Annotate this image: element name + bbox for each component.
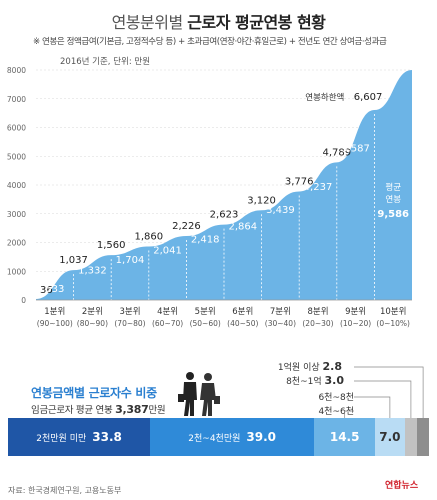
average-value-label: 2,864 xyxy=(228,222,257,233)
share-callout-value: 2.8 xyxy=(322,360,343,373)
chart-title: 연봉분위별 근로자 평균연봉 현황 xyxy=(0,9,437,33)
share-segment xyxy=(404,418,418,456)
share-sub-value: 3,387 xyxy=(115,403,149,416)
x-tick-label: 2분위 xyxy=(82,307,103,317)
x-tick-label: 5분위 xyxy=(195,307,216,317)
share-segment: 2천만원 미만 33.8 xyxy=(8,418,151,456)
chart-basis: 2016년 기준, 단위: 만원 xyxy=(60,57,151,67)
share-segment: 7.0 xyxy=(375,418,405,456)
x-tick-range: (30~40) xyxy=(265,319,296,328)
x-tick-label: 9분위 xyxy=(345,307,366,317)
x-tick-range: (70~80) xyxy=(114,319,145,328)
share-callout-label: 8천~1억 xyxy=(286,377,325,387)
share-title: 연봉금액별 근로자수 비중 xyxy=(31,386,157,400)
upper-limit-label: 4,789 xyxy=(322,147,351,158)
share-sub-suffix: 만원 xyxy=(148,405,166,416)
average-value-label: 2,041 xyxy=(153,245,182,256)
upper-limit-label: 1,860 xyxy=(134,232,163,243)
title-part2: 근로자 평균연봉 현황 xyxy=(187,13,326,32)
x-tick-label: 1분위 xyxy=(44,307,65,317)
x-tick-label: 8분위 xyxy=(307,307,328,317)
x-tick-label: 7분위 xyxy=(270,307,291,317)
share-callout: 1억원 이상 2.8 xyxy=(278,360,342,373)
y-tick-label: 1000 xyxy=(7,267,26,276)
salary-area-chart: 0 1000 2000 3000 4000 5000 6000 7000 8000 36 1,037… xyxy=(7,66,412,328)
x-tick-range: (10~20) xyxy=(340,319,371,328)
average-value-label: 633 xyxy=(45,284,64,295)
upper-limit-label: 1,037 xyxy=(59,255,88,266)
share-callout-value: 3.0 xyxy=(324,374,345,387)
x-tick-range: (0~10%) xyxy=(376,319,410,328)
share-segment: 14.5 xyxy=(314,418,376,456)
callout-line xyxy=(354,396,391,418)
upper-limit-label: 3,120 xyxy=(247,195,276,206)
share-callout-label: 4천~6천 xyxy=(318,407,354,417)
share-segment: 2천~4천만원 39.0 xyxy=(150,418,315,456)
share-segment-label: 2천만원 미만 xyxy=(36,433,87,444)
x-tick-range: (90~100) xyxy=(37,319,73,328)
average-value-label: 9,586 xyxy=(377,209,409,220)
title-part1: 연봉분위별 xyxy=(111,13,184,32)
share-callout: 4천~6천 xyxy=(318,404,354,417)
x-tick-range: (60~70) xyxy=(152,319,183,328)
upper-limit-label: 3,776 xyxy=(285,176,314,187)
y-tick-label: 0 xyxy=(21,296,26,305)
share-segment-value: 33.8 xyxy=(92,430,122,444)
share-segment-value: 14.5 xyxy=(329,430,360,444)
share-callout-label: 6천~8천 xyxy=(318,393,354,403)
salary-definition-note: ※ 연봉은 정액급여(기본급, 고정적수당 등) + 초과급여(연장·야간·휴일… xyxy=(33,37,387,47)
average-value-label: 2,418 xyxy=(191,234,220,245)
share-callout-label: 1억원 이상 xyxy=(277,363,323,373)
average-annotation: 평균 xyxy=(385,182,401,193)
y-tick-label: 8000 xyxy=(7,66,26,75)
upper-limit-label: 2,226 xyxy=(172,221,201,232)
workers-silhouette-icon xyxy=(178,372,220,416)
x-tick-range: (20~30) xyxy=(302,319,333,328)
x-tick-range: (40~50) xyxy=(227,319,258,328)
callout-line xyxy=(354,380,412,418)
y-tick-label: 7000 xyxy=(7,95,26,104)
upper-limit-label: 6,607 xyxy=(354,92,383,103)
share-segment-value: 7.0 xyxy=(379,430,401,444)
x-tick-label: 10분위 xyxy=(380,307,406,317)
y-tick-label: 6000 xyxy=(7,124,26,133)
area-series xyxy=(36,70,412,300)
y-tick-label: 2000 xyxy=(7,239,26,248)
x-tick-range: (80~90) xyxy=(77,319,108,328)
upper-limit-label: 2,623 xyxy=(210,210,239,221)
share-sub-prefix: 임금근로자 평균 연봉 xyxy=(31,405,113,416)
share-callout: 6천~8천 xyxy=(318,390,354,403)
share-segment-label: 2천~4천만원 xyxy=(188,433,241,444)
y-tick-label: 3000 xyxy=(7,210,26,219)
upper-limit-label: 1,560 xyxy=(97,240,126,251)
average-annotation: 연봉 xyxy=(385,195,401,205)
average-value-label: 4,237 xyxy=(304,182,333,193)
lower-limit-label: 36 xyxy=(40,285,53,296)
share-segment-value: 39.0 xyxy=(246,430,277,444)
x-tick-label: 3분위 xyxy=(119,307,140,317)
y-tick-label: 4000 xyxy=(7,181,26,190)
yonhap-logo: 연합뉴스 xyxy=(385,481,419,491)
share-callout: 8천~1억 3.0 xyxy=(286,374,344,387)
callout-line xyxy=(354,366,424,418)
x-tick-label: 6분위 xyxy=(232,307,253,317)
source-text: 자료: 한국경제연구원, 고용노동부 xyxy=(8,486,122,495)
x-tick-label: 4분위 xyxy=(157,307,178,317)
average-value-label: 3,439 xyxy=(266,205,295,216)
average-value-label: 1,704 xyxy=(116,255,145,266)
share-segment xyxy=(417,418,429,456)
y-tick-label: 5000 xyxy=(7,152,26,161)
average-value-label: 5,587 xyxy=(341,143,370,154)
x-tick-range: (50~60) xyxy=(190,319,221,328)
lower-limit-annotation: 연봉하한액 xyxy=(305,92,344,103)
share-subtitle: 임금근로자 평균 연봉 3,387만원 xyxy=(31,402,166,416)
average-value-label: 1,332 xyxy=(78,266,107,277)
